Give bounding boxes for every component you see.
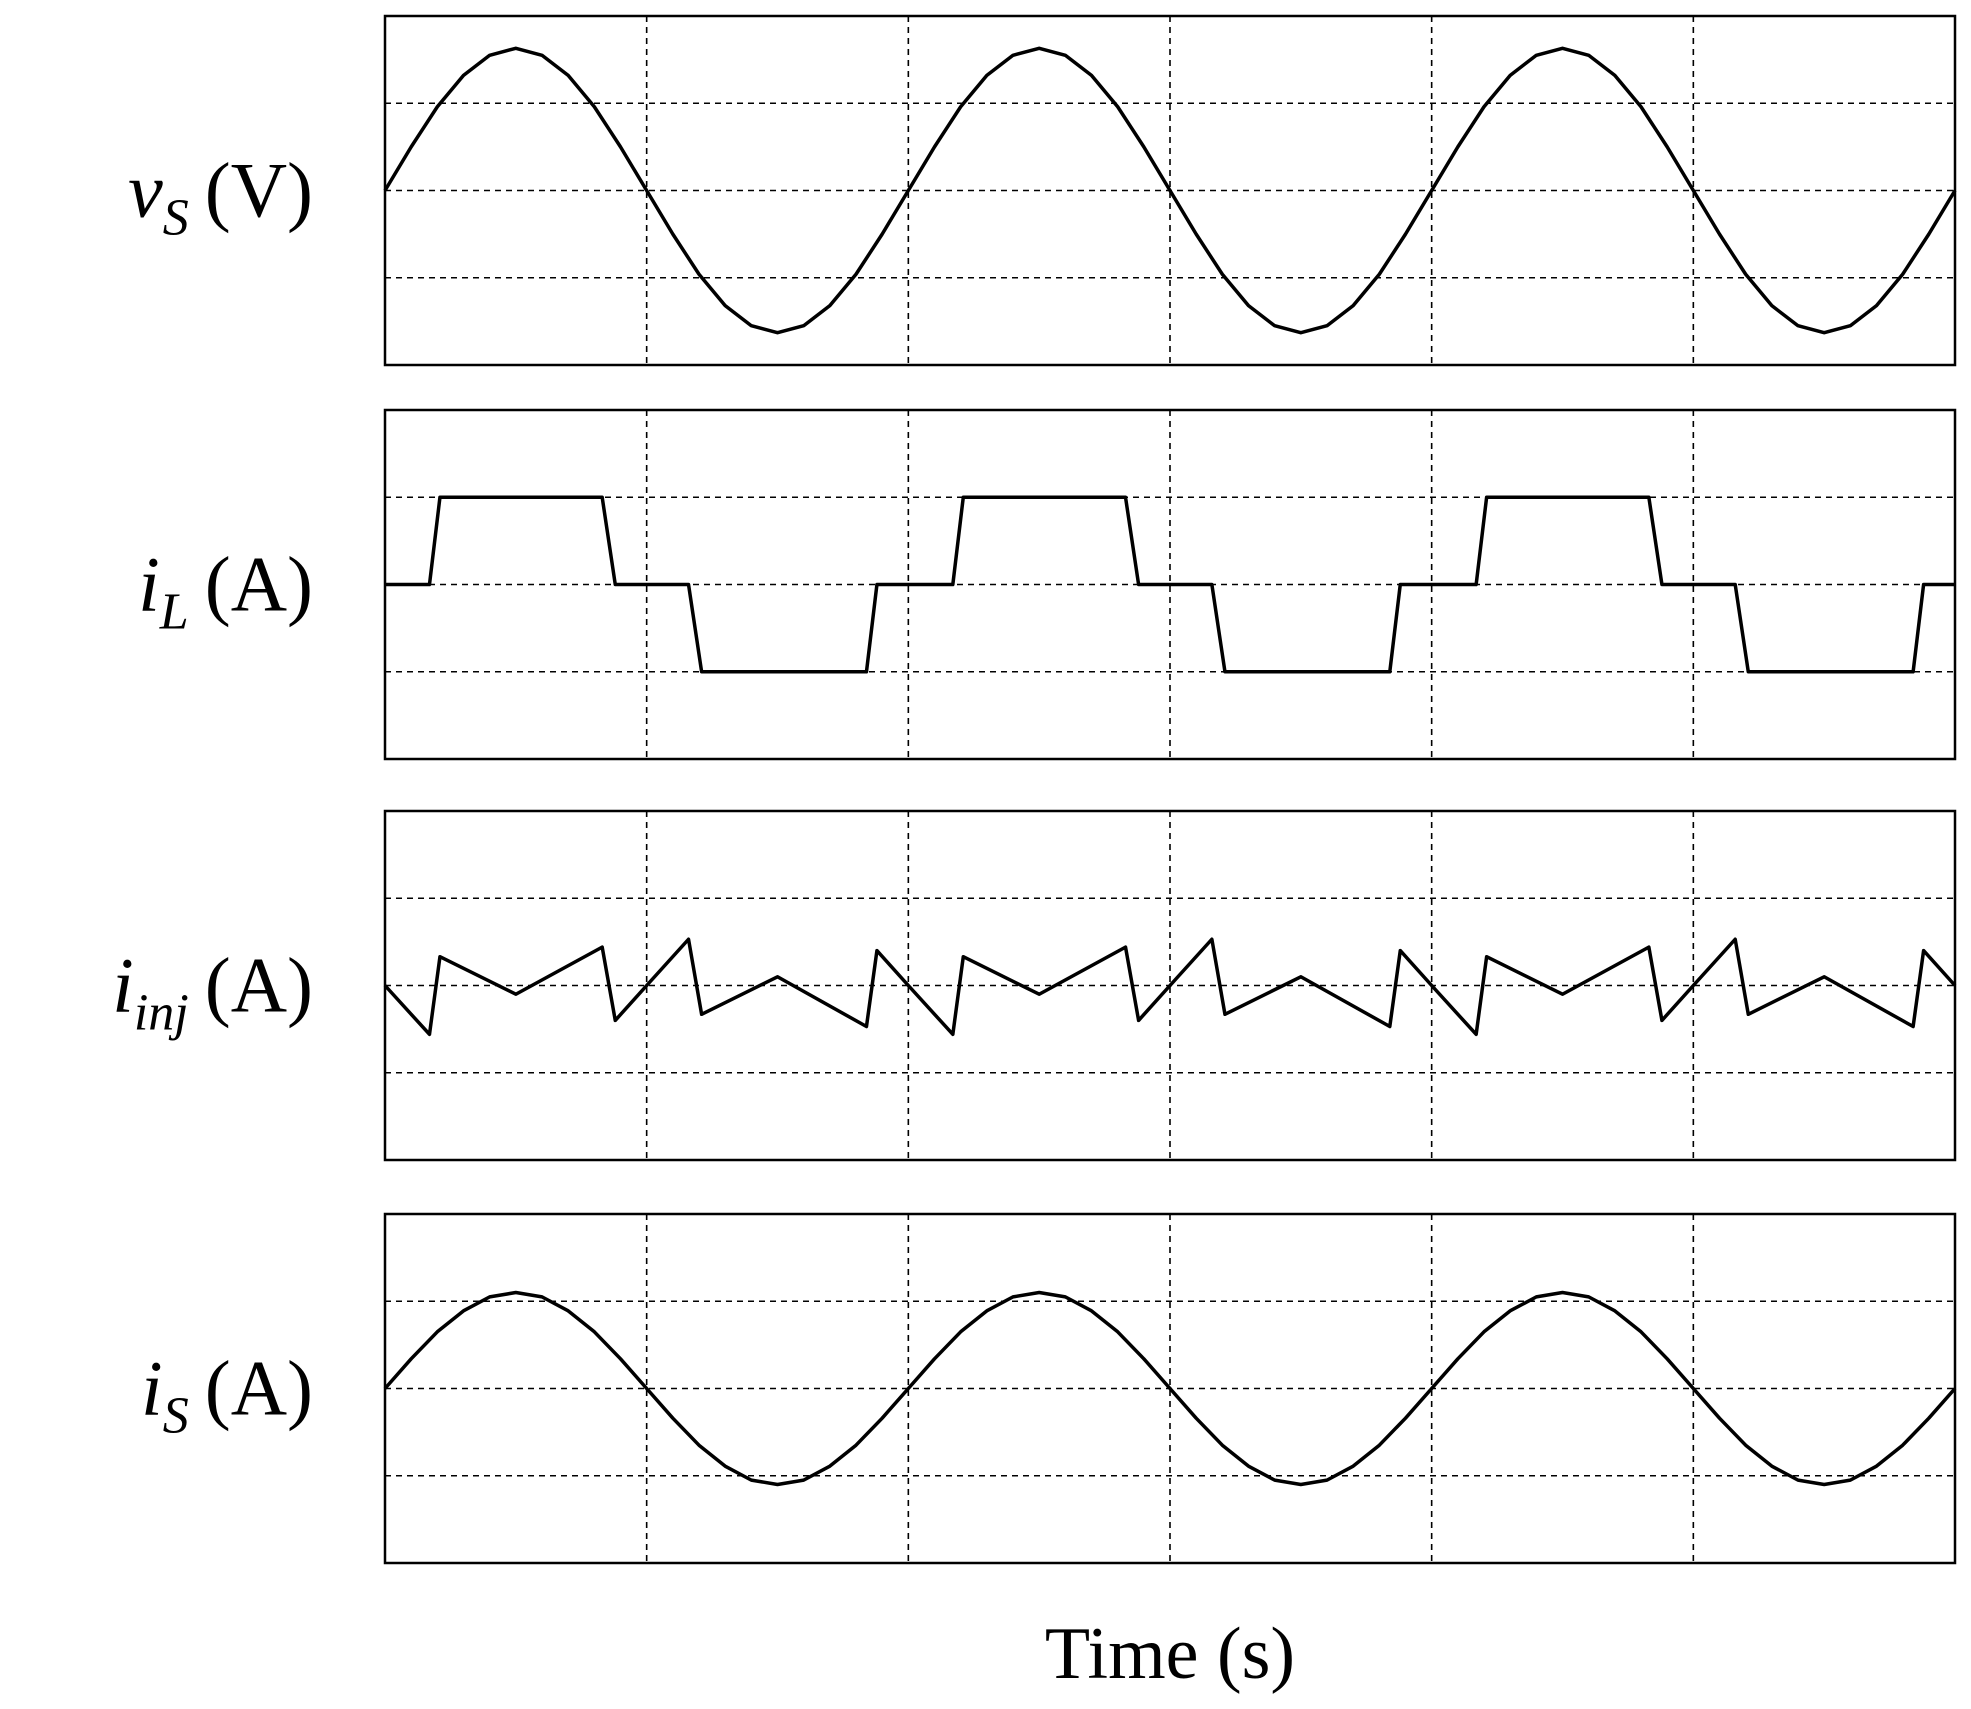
plot-frame xyxy=(383,1212,1957,1565)
x-axis-label: Time (s) xyxy=(1045,1613,1295,1695)
y-axis-label: iinj (A) xyxy=(112,942,313,1042)
label-subscript: L xyxy=(159,584,189,641)
label-symbol: i xyxy=(112,942,134,1029)
label-subscript: S xyxy=(163,190,189,247)
label-unit: (A) xyxy=(205,541,313,628)
label-unit: (A) xyxy=(205,942,313,1029)
label-symbol: i xyxy=(138,541,160,628)
y-axis-label: iS (A) xyxy=(141,1345,313,1445)
y-axis-label: iL (A) xyxy=(138,541,313,641)
waveform xyxy=(383,1290,1957,1487)
label-unit: (V) xyxy=(205,147,313,234)
waveform xyxy=(383,937,1957,1037)
plot-frame xyxy=(383,408,1957,761)
label-unit: (A) xyxy=(205,1345,313,1432)
y-axis-label: vS (V) xyxy=(128,147,313,247)
plot-frame xyxy=(383,809,1957,1162)
label-subscript: inj xyxy=(134,985,189,1042)
label-symbol: i xyxy=(141,1345,163,1432)
waveform xyxy=(383,46,1957,335)
label-subscript: S xyxy=(163,1388,189,1445)
waveform xyxy=(385,495,1955,674)
plot-frame xyxy=(383,14,1957,367)
label-symbol: v xyxy=(128,147,163,234)
